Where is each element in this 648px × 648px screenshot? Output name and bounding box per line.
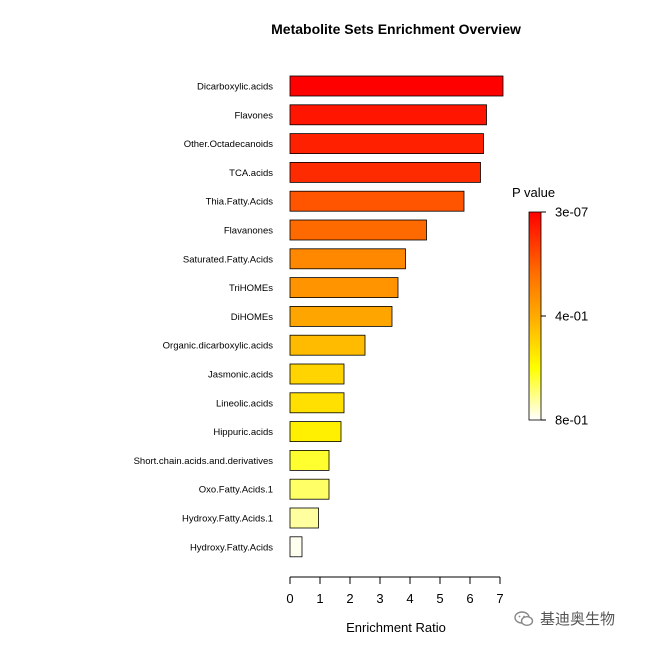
- legend: P value 3e-07 4e-01 8e-01: [512, 185, 588, 428]
- x-tick-label: 4: [406, 591, 413, 606]
- bar: [289, 421, 342, 443]
- bar: [289, 363, 345, 385]
- bar: [289, 133, 484, 155]
- x-tick-label: 5: [436, 591, 443, 606]
- x-tick-label: 0: [286, 591, 293, 606]
- legend-colorbar: [528, 211, 542, 421]
- category-label: Hippuric.acids: [213, 427, 273, 438]
- bar: [289, 75, 504, 97]
- bar: [289, 536, 303, 558]
- category-label: TriHOMEs: [229, 283, 273, 294]
- bar: [289, 334, 366, 356]
- legend-title: P value: [512, 185, 555, 200]
- bar: [289, 478, 330, 500]
- legend-label: 3e-07: [555, 205, 588, 220]
- category-label: Flavones: [234, 110, 273, 121]
- category-label: Jasmonic.acids: [208, 370, 273, 381]
- chart-title: Metabolite Sets Enrichment Overview: [271, 21, 521, 37]
- category-label: Thia.Fatty.Acids: [206, 197, 274, 208]
- bar: [289, 449, 330, 471]
- x-tick-label: 2: [346, 591, 353, 606]
- watermark-text: 基迪奥生物: [540, 610, 616, 628]
- category-label: DiHOMEs: [231, 312, 273, 323]
- category-label: Organic.dicarboxylic.acids: [163, 341, 274, 352]
- bar: [289, 104, 487, 126]
- category-label: Hydroxy.Fatty.Acids: [190, 542, 273, 553]
- category-label: TCA.acids: [229, 168, 273, 179]
- category-label: Saturated.Fatty.Acids: [183, 254, 273, 265]
- category-label: Other.Octadecanoids: [184, 139, 273, 150]
- category-label: Short.chain.acids.and.derivatives: [134, 456, 274, 467]
- bar: [289, 277, 399, 299]
- bar: [289, 507, 319, 529]
- category-label: Oxo.Fatty.Acids.1: [199, 485, 273, 496]
- watermark: 基迪奥生物: [514, 608, 615, 629]
- category-label: Flavanones: [224, 226, 273, 237]
- wechat-icon: [514, 610, 534, 626]
- category-label: Hydroxy.Fatty.Acids.1: [182, 514, 273, 525]
- x-tick-label: 7: [496, 591, 503, 606]
- bar: [289, 219, 427, 241]
- x-axis-label: Enrichment Ratio: [346, 620, 446, 635]
- x-tick-label: 1: [316, 591, 323, 606]
- bar: [289, 161, 481, 183]
- legend-label: 4e-01: [555, 309, 588, 324]
- category-label: Lineolic.acids: [216, 398, 273, 409]
- x-tick-label: 6: [466, 591, 473, 606]
- x-tick-label: 3: [376, 591, 383, 606]
- bar: [289, 190, 465, 212]
- category-label: Dicarboxylic.acids: [197, 82, 273, 93]
- legend-label: 8e-01: [555, 413, 588, 428]
- bar: [289, 248, 406, 270]
- bar: [289, 305, 393, 327]
- bar: [289, 392, 345, 414]
